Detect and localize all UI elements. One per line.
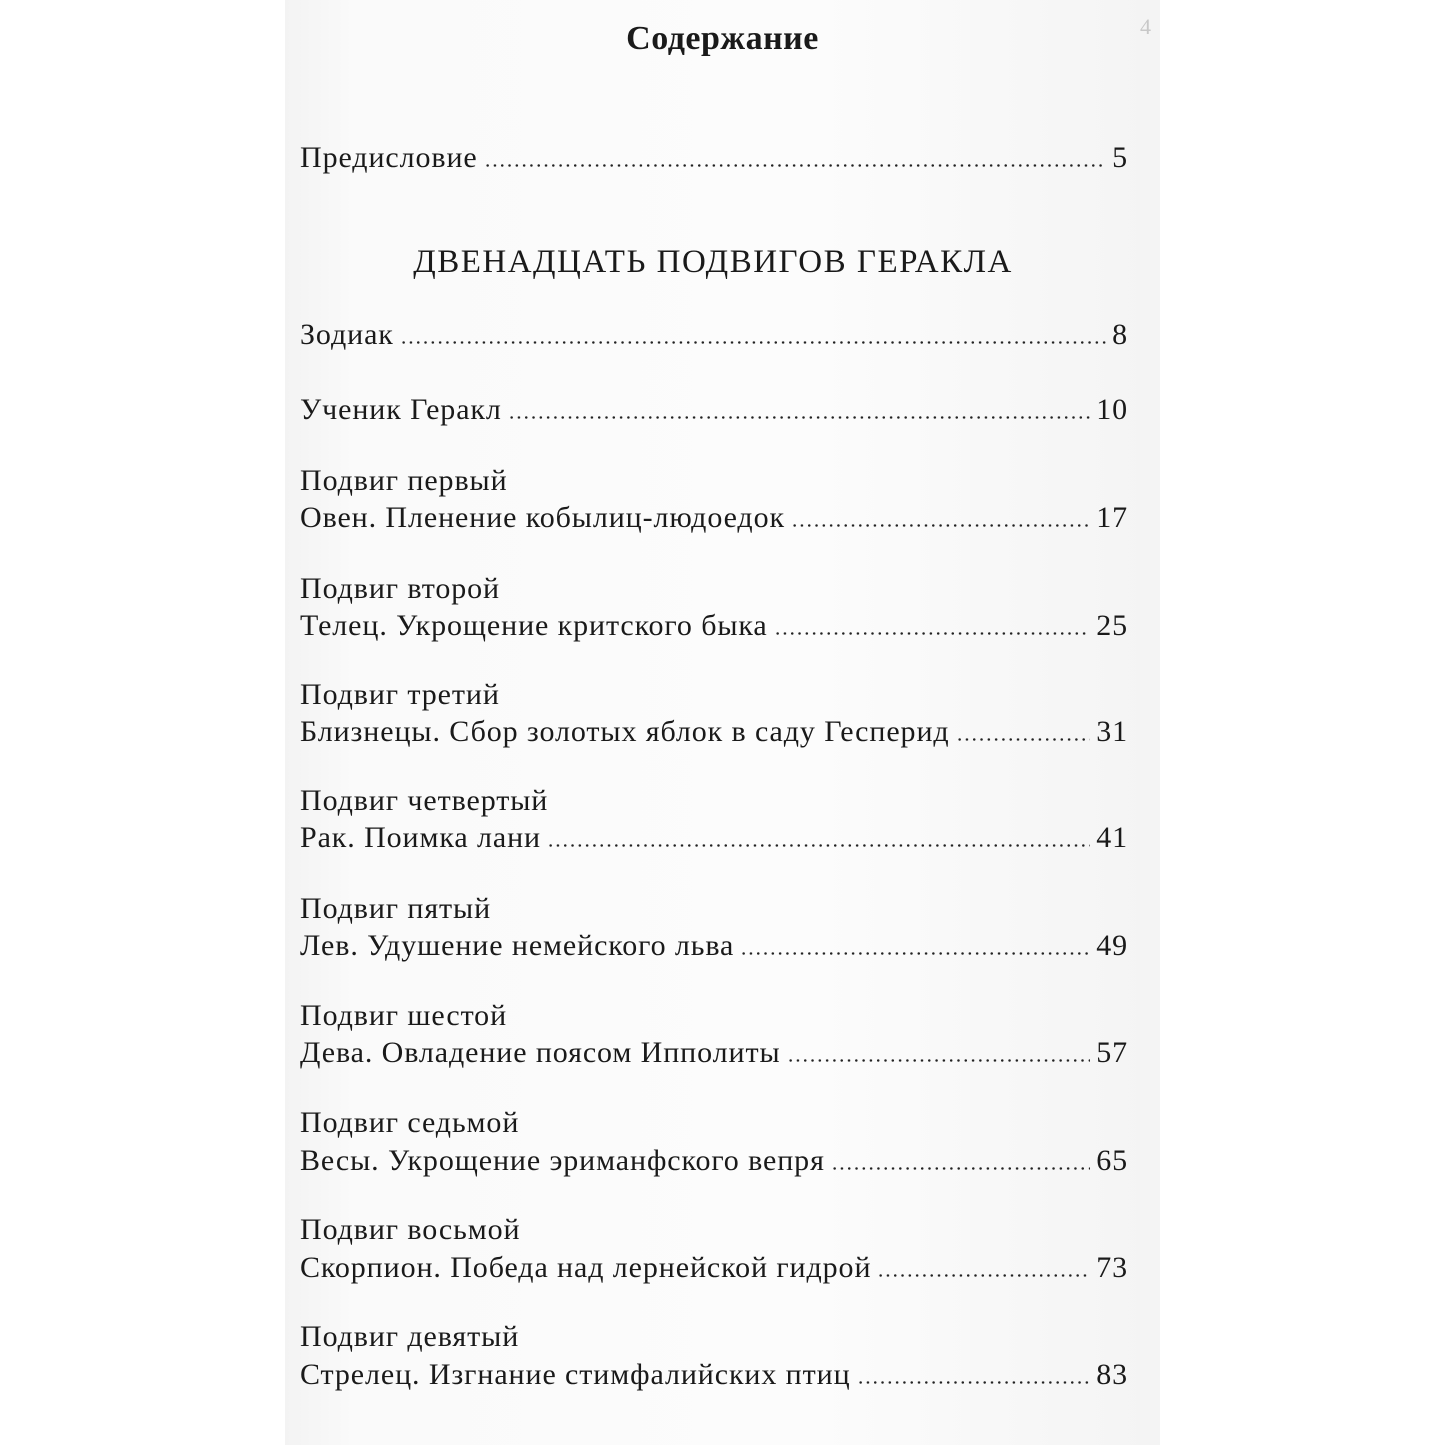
dot-leader: [786, 1059, 1091, 1062]
toc-entry-heading: Подвиг первый: [300, 464, 508, 497]
toc-entry-page: 25: [1096, 609, 1128, 642]
toc-entry-title: Весы. Укрощение эриманфского вепря: [300, 1144, 825, 1177]
toc-entry-page: 17: [1096, 501, 1128, 534]
toc-entry-page: 83: [1096, 1358, 1128, 1391]
toc-entry: Телец. Укрощение критского быка 25: [300, 606, 1128, 646]
toc-entry: Лев. Удушение немейского льва 49: [300, 926, 1128, 966]
toc-entry-title: Скорпион. Победа над лернейской гидрой: [300, 1251, 872, 1284]
toc-entry: Весы. Укрощение эриманфского вепря 65: [300, 1141, 1128, 1181]
toc-entry-heading: Подвиг второй: [300, 572, 500, 605]
toc-entry-heading: Подвиг седьмой: [300, 1106, 520, 1139]
toc-entry: Ученик Геракл 10: [300, 390, 1128, 430]
toc-entry-title: Близнецы. Сбор золотых яблок в саду Гесп…: [300, 715, 950, 748]
toc-entry-title: Лев. Удушение немейского льва: [300, 929, 735, 962]
toc-entry-title: Ученик Геракл: [300, 393, 502, 426]
toc-entry-title: Предисловие: [300, 141, 478, 174]
toc-entry: Дева. Овладение поясом Ипполиты 57: [300, 1033, 1128, 1073]
toc-entry: Стрелец. Изгнание стимфалийских птиц 83: [300, 1355, 1128, 1395]
toc-entry-title: Стрелец. Изгнание стимфалийских птиц: [300, 1358, 851, 1391]
toc-entry-heading: Подвиг пятый: [300, 892, 492, 925]
toc-entry-page: 31: [1096, 715, 1128, 748]
toc-entry-page: 8: [1112, 318, 1128, 351]
toc-entry: Близнецы. Сбор золотых яблок в саду Гесп…: [300, 712, 1128, 752]
toc-entry-heading: Подвиг шестой: [300, 999, 508, 1032]
toc-entry: Зодиак 8: [300, 315, 1128, 355]
dot-leader: [856, 1381, 1091, 1384]
dot-leader: [773, 632, 1091, 635]
toc-entry-page: 5: [1112, 141, 1128, 174]
toc-entry-heading: Подвиг девятый: [300, 1320, 520, 1353]
toc-entry-page: 10: [1096, 393, 1128, 426]
toc-entry-page: 73: [1096, 1251, 1128, 1284]
toc-entry-title: Телец. Укрощение критского быка: [300, 609, 768, 642]
toc-entry-title: Дева. Овладение поясом Ипполиты: [300, 1036, 781, 1069]
dot-leader: [877, 1274, 1091, 1277]
toc-entry-page: 49: [1096, 929, 1128, 962]
toc-entry: Овен. Пленение кобылиц-людоедок 17: [300, 498, 1128, 538]
toc-entry-heading: Подвиг восьмой: [300, 1213, 521, 1246]
dot-leader: [547, 844, 1091, 847]
toc-entry: Скорпион. Победа над лернейской гидрой 73: [300, 1248, 1128, 1288]
page-number: 4: [1140, 14, 1151, 39]
toc-entry-page: 41: [1096, 821, 1128, 854]
dot-leader: [790, 524, 1091, 527]
toc-entry: Рак. Поимка лани 41: [300, 818, 1128, 858]
toc-entry-heading: Подвиг четвертый: [300, 784, 549, 817]
toc-entry-heading: Подвиг третий: [300, 678, 500, 711]
toc-entry-title: Рак. Поимка лани: [300, 821, 542, 854]
toc-entry-page: 65: [1096, 1144, 1128, 1177]
toc-entry-title: Овен. Пленение кобылиц-людоедок: [300, 501, 785, 534]
dot-leader: [740, 952, 1091, 955]
dot-leader: [955, 738, 1091, 741]
toc-entry-page: 57: [1096, 1036, 1128, 1069]
dot-leader: [507, 416, 1091, 419]
dot-leader: [399, 341, 1107, 344]
dot-leader: [483, 164, 1107, 167]
page-title: Содержание: [626, 20, 819, 57]
toc-entry: Предисловие 5: [300, 138, 1128, 178]
dot-leader: [830, 1167, 1091, 1170]
toc-entry-title: Зодиак: [300, 318, 394, 351]
section-title: ДВЕНАДЦАТЬ ПОДВИГОВ ГЕРАКЛА: [413, 244, 1013, 280]
book-page: [285, 0, 1160, 1445]
